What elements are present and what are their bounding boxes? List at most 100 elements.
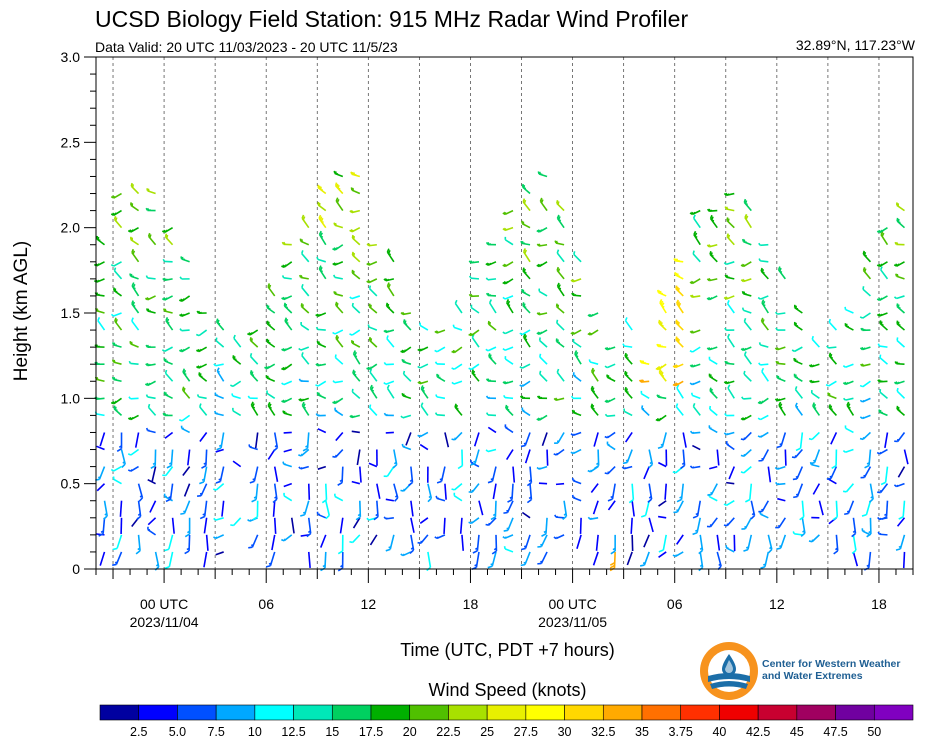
barb-feather [96, 292, 99, 296]
barb-feather [129, 229, 133, 232]
wind-barb [868, 483, 874, 503]
barb-feather [742, 347, 746, 351]
barb-feather [127, 453, 132, 456]
barb-shaft [692, 253, 701, 263]
wind-barb [351, 234, 361, 246]
wind-barb [624, 386, 633, 399]
barb-feather [184, 533, 191, 538]
colorbar-label: 35 [635, 725, 649, 739]
barb-feather [434, 536, 438, 540]
wind-barb [417, 380, 429, 385]
barb-feather [526, 481, 532, 487]
barb-shaft [116, 534, 123, 549]
wind-barb [504, 356, 514, 365]
wind-barb [110, 209, 122, 217]
wind-barb [337, 466, 344, 486]
wind-barb [502, 346, 514, 351]
barb-feather [592, 369, 596, 374]
wind-barb [417, 363, 429, 369]
barb-feather [127, 417, 132, 421]
barb-feather [740, 279, 744, 283]
barb-shaft [487, 426, 497, 434]
barb-shaft [181, 312, 190, 317]
wind-barb [898, 500, 906, 520]
barb-shaft [215, 483, 225, 491]
barb-shaft [266, 392, 276, 400]
barb-feather [491, 550, 497, 555]
barb-shaft [521, 511, 531, 519]
barb-feather [162, 412, 166, 416]
barb-feather [760, 317, 764, 322]
barb-feather [104, 512, 108, 516]
barb-feather [675, 285, 678, 289]
wind-barb [184, 534, 191, 555]
wind-barb [373, 500, 379, 521]
wind-barb [112, 551, 123, 566]
wind-barb [657, 461, 667, 468]
barb-feather [604, 435, 608, 439]
barb-feather [215, 318, 219, 323]
wind-barb [213, 363, 224, 367]
wind-barb [526, 483, 533, 504]
barb-feather [844, 512, 849, 516]
wind-barb [385, 534, 395, 552]
barb-feather [136, 515, 142, 521]
colorbar-swatch [215, 704, 256, 721]
barb-feather [656, 343, 659, 347]
wind-barb [298, 346, 310, 351]
barb-feather [334, 301, 338, 306]
wind-barb [351, 269, 361, 280]
wind-barb [758, 449, 770, 462]
barb-feather [751, 512, 755, 516]
barb-feather [322, 564, 326, 568]
wind-barb [271, 534, 276, 551]
barb-shaft [487, 278, 497, 281]
wind-barb [393, 483, 399, 502]
wind-barb [488, 353, 497, 365]
barb-shaft [164, 346, 173, 352]
wind-barb [878, 409, 888, 417]
wind-barb [434, 329, 446, 334]
barb-feather [401, 358, 404, 362]
wind-barb [94, 376, 105, 383]
wind-barb [351, 480, 361, 485]
wind-barb [368, 404, 378, 416]
wind-barb [468, 260, 480, 264]
wind-barb [232, 407, 242, 417]
wind-barb [402, 370, 412, 382]
barb-feather [868, 498, 874, 503]
barb-shaft [743, 278, 752, 283]
wind-barb [658, 515, 667, 519]
barb-feather [537, 417, 541, 421]
barb-feather [897, 381, 900, 384]
barb-shaft [301, 253, 310, 263]
barb-feather [624, 317, 628, 322]
barb-feather [572, 292, 576, 296]
wind-barb [893, 261, 905, 267]
barb-feather [868, 530, 872, 534]
wind-barb [592, 551, 599, 566]
wind-barb [896, 217, 906, 229]
barb-feather [769, 546, 772, 550]
barb-shaft [709, 465, 718, 470]
barb-feather [197, 310, 201, 314]
barb-feather [745, 546, 749, 549]
barb-feather [762, 300, 766, 305]
wind-barb [147, 526, 157, 536]
barb-feather [692, 531, 698, 536]
wind-barb [809, 379, 820, 384]
barb-feather [833, 550, 839, 555]
wind-barb [95, 466, 106, 481]
wind-barb [386, 384, 395, 399]
barb-feather [863, 251, 867, 256]
barb-feather [213, 536, 217, 540]
barb-feather [384, 278, 388, 281]
barb-feather [537, 331, 541, 335]
barb-shaft [794, 532, 803, 536]
colorbar-label: 40 [712, 725, 726, 739]
barb-feather [502, 281, 506, 285]
wind-barb [281, 295, 293, 301]
barb-feather [557, 201, 560, 205]
wind-barb [485, 261, 497, 266]
barb-feather [743, 370, 746, 375]
